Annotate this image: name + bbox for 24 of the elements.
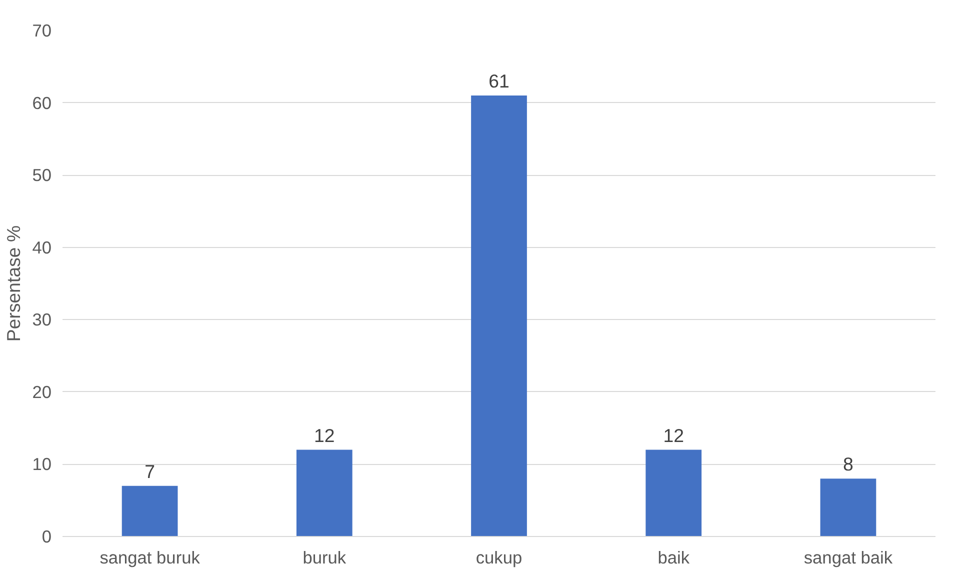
bar [820,478,876,536]
data-label: 61 [488,70,510,92]
x-tick-label: baik [658,548,690,568]
data-label: 8 [843,454,854,475]
data-label: 12 [663,424,684,446]
y-tick-label: 70 [32,20,52,40]
data-label: 7 [144,460,156,482]
x-tick-label: cukup [476,548,522,568]
bar [646,450,702,536]
x-tick-label: sangat buruk [100,548,200,568]
x-tick-label: sangat baik [804,548,893,568]
bar [471,96,527,536]
y-tick-label: 40 [32,237,52,258]
y-tick-label: 30 [32,310,52,330]
x-tick-label: buruk [302,548,346,568]
y-tick-label: 20 [32,382,52,402]
bar [296,450,352,536]
y-tick-label: 60 [32,92,52,113]
y-tick-label: 50 [32,165,52,186]
y-axis-title: Persentase % [3,225,24,342]
y-tick-label: 0 [42,526,52,546]
data-label: 12 [314,424,335,446]
bar [122,486,178,536]
y-tick-label: 10 [32,454,52,474]
